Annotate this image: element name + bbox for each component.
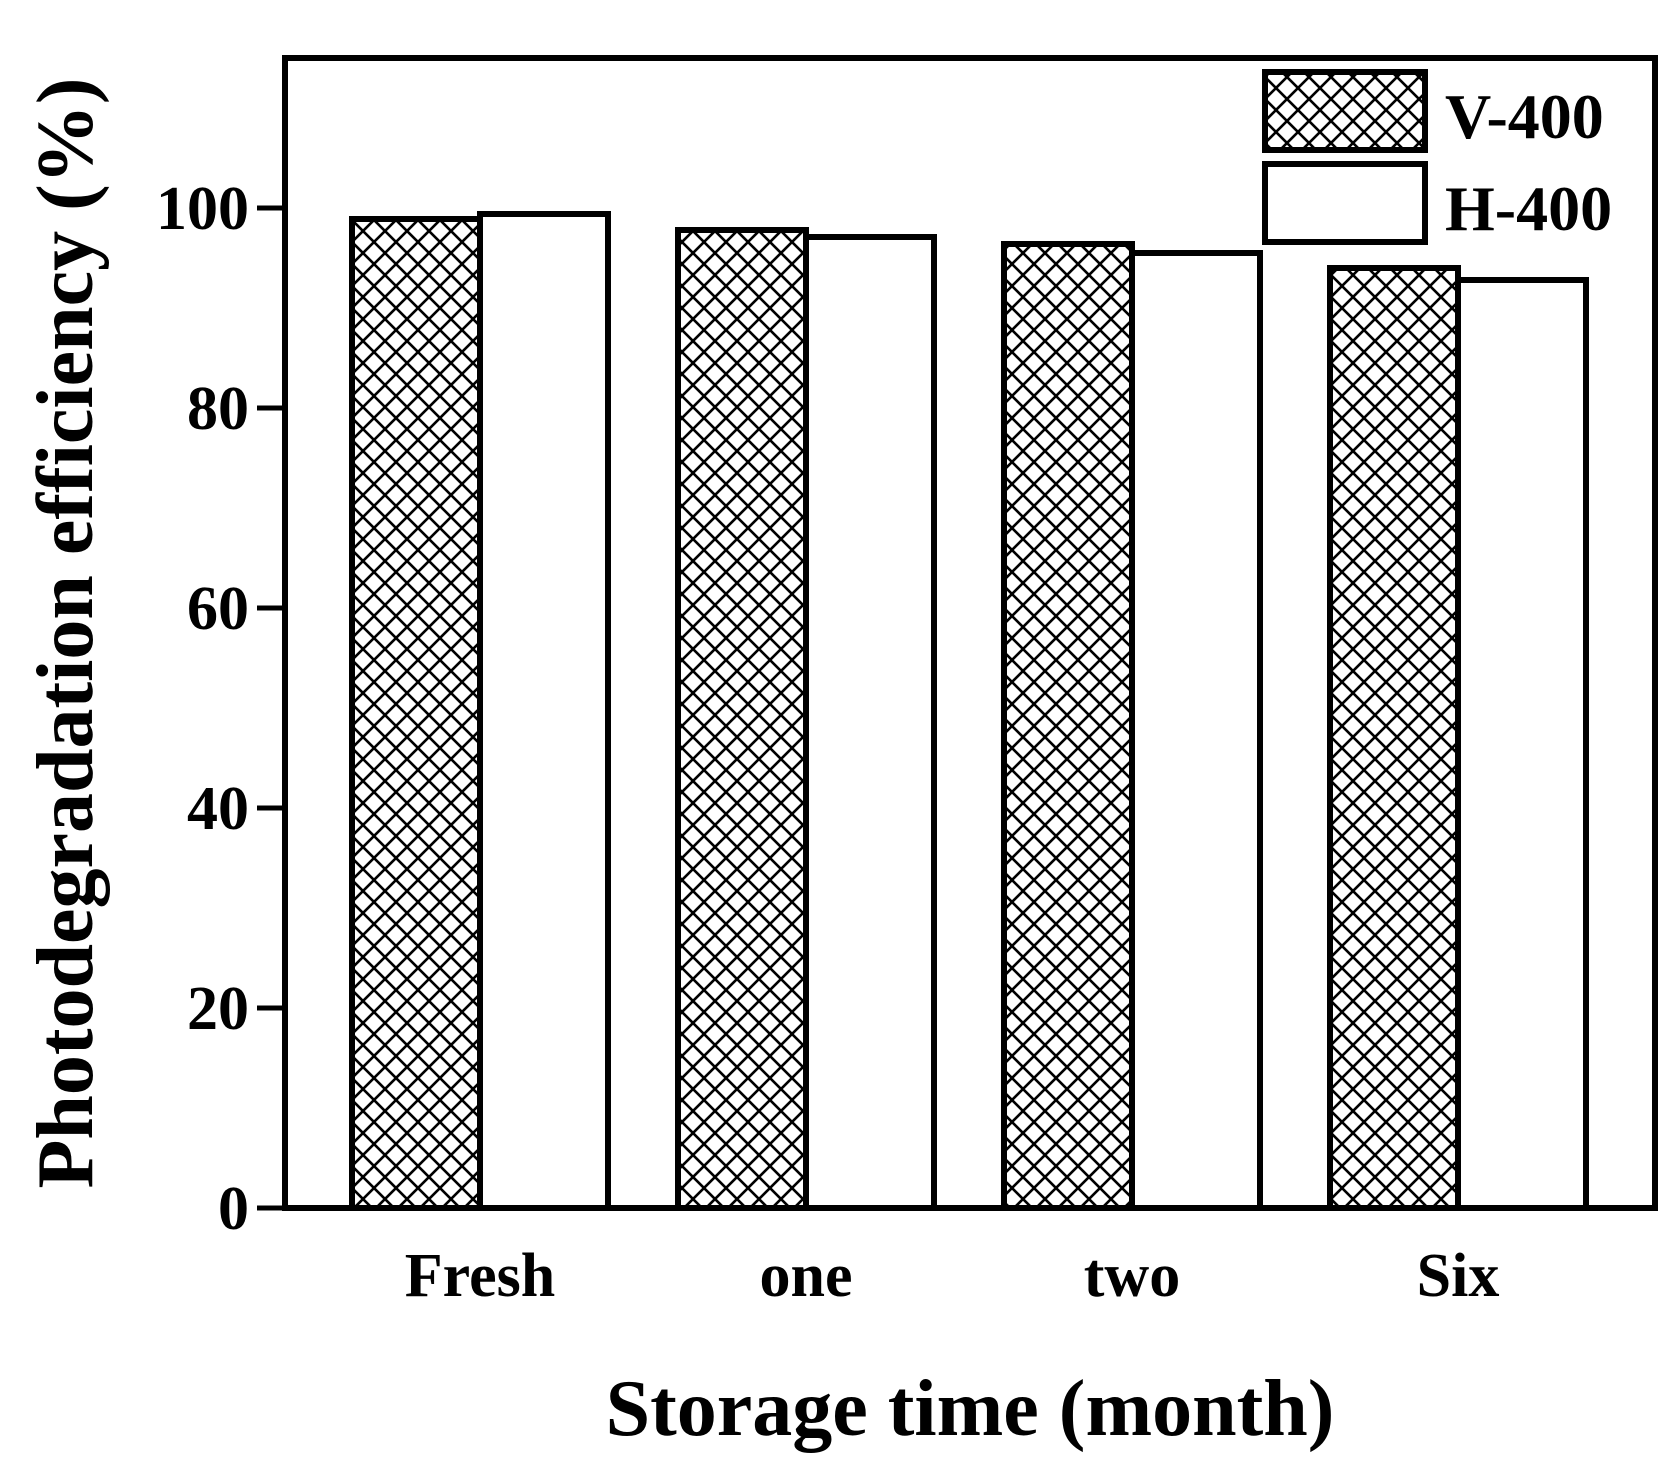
y-axis-title: Photodegradation efficiency (%) bbox=[22, 78, 110, 1189]
x-tick-label-one: one bbox=[760, 1242, 853, 1310]
bar-v-400-fresh bbox=[349, 216, 483, 1211]
y-axis: 0 20 40 60 80 100 bbox=[156, 175, 285, 1243]
bar-v-400-one bbox=[675, 227, 809, 1211]
y-tick-label-40: 40 bbox=[187, 775, 249, 843]
y-tick-label-100: 100 bbox=[156, 175, 249, 243]
bar-h-400-fresh bbox=[477, 211, 611, 1211]
plot-frame bbox=[282, 55, 1658, 1211]
bar-h-400-six bbox=[1455, 277, 1589, 1211]
y-tick-label-20: 20 bbox=[187, 975, 249, 1043]
bar-h-400-one bbox=[803, 234, 937, 1211]
legend-swatch-v400 bbox=[1262, 69, 1428, 153]
x-tick-label-fresh: Fresh bbox=[405, 1242, 555, 1310]
bar-v-400-six bbox=[1327, 265, 1461, 1211]
y-tick-label-80: 80 bbox=[187, 375, 249, 443]
x-axis-title: Storage time (month) bbox=[606, 1365, 1335, 1453]
legend: V-400 H-400 bbox=[1262, 69, 1612, 245]
x-axis: Fresh one two Six bbox=[405, 1242, 1500, 1310]
legend-label-v400: V-400 bbox=[1445, 81, 1604, 152]
y-tick-label-60: 60 bbox=[187, 575, 249, 643]
x-tick-label-two: two bbox=[1084, 1242, 1180, 1310]
x-tick-label-six: Six bbox=[1417, 1242, 1500, 1310]
legend-swatch-h400 bbox=[1262, 161, 1428, 245]
legend-label-h400: H-400 bbox=[1445, 173, 1612, 244]
bar-v-400-two bbox=[1001, 241, 1135, 1211]
bar-h-400-two bbox=[1129, 250, 1263, 1211]
y-tick-label-0: 0 bbox=[218, 1175, 249, 1243]
bars-layer bbox=[349, 211, 1589, 1211]
